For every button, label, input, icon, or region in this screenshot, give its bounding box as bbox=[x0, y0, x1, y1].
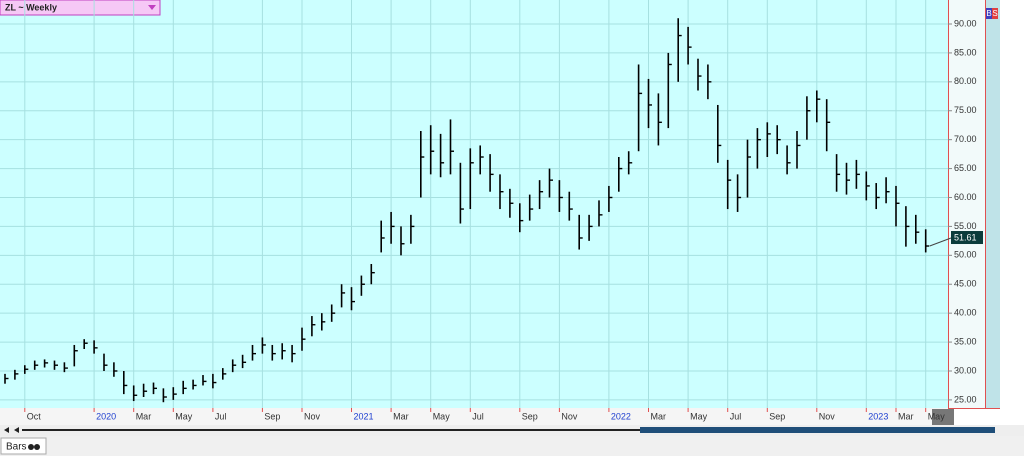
last-price-line bbox=[929, 237, 952, 247]
x-tick-label: May bbox=[928, 411, 946, 421]
x-tick-label: 2022 bbox=[611, 411, 631, 421]
margin bbox=[1000, 0, 1024, 408]
tab-strip bbox=[0, 436, 1024, 456]
y-tick-label: 55.00 bbox=[954, 221, 977, 231]
y-tick-label: 45.00 bbox=[954, 279, 977, 289]
dropdown-arrow[interactable] bbox=[148, 5, 156, 10]
x-tick-label: May bbox=[175, 411, 193, 421]
y-tick-label: 60.00 bbox=[954, 192, 977, 202]
x-tick-label: Sep bbox=[522, 411, 538, 421]
x-tick-label: 2020 bbox=[96, 411, 116, 421]
y-tick-label: 35.00 bbox=[954, 336, 977, 346]
x-tick-label: May bbox=[690, 411, 708, 421]
buy-label: B bbox=[986, 9, 991, 18]
x-tick-label: Mar bbox=[898, 411, 914, 421]
x-tick-label: Jul bbox=[730, 411, 742, 421]
x-tick-label: Nov bbox=[561, 411, 578, 421]
x-tick-label: Sep bbox=[769, 411, 785, 421]
tab-icon bbox=[28, 444, 34, 450]
x-axis-area bbox=[0, 408, 948, 425]
side-panel bbox=[985, 0, 1000, 408]
buy-button[interactable] bbox=[986, 8, 992, 19]
tab-icon bbox=[34, 444, 40, 450]
sell-label: S bbox=[992, 9, 997, 18]
y-tick-label: 80.00 bbox=[954, 76, 977, 86]
y-tick-label: 65.00 bbox=[954, 163, 977, 173]
x-tick-label: May bbox=[433, 411, 451, 421]
last-price-label: 51.61 bbox=[954, 232, 977, 242]
scroll-thumb[interactable] bbox=[640, 427, 995, 433]
sell-button[interactable] bbox=[992, 8, 998, 19]
y-tick-label: 50.00 bbox=[954, 250, 977, 260]
y-tick-label: 70.00 bbox=[954, 134, 977, 144]
last-price-box bbox=[951, 231, 983, 245]
x-tick-label: Mar bbox=[393, 411, 409, 421]
y-tick-label: 75.00 bbox=[954, 105, 977, 115]
tab-label: Bars bbox=[6, 442, 27, 453]
x-tick-label: 2021 bbox=[354, 411, 374, 421]
scroll-arrows[interactable] bbox=[4, 427, 19, 433]
chart-title: ZL ~ Weekly bbox=[5, 2, 57, 12]
x-tick-label: Nov bbox=[304, 411, 321, 421]
x-tick-label: Sep bbox=[264, 411, 280, 421]
y-tick-label: 90.00 bbox=[954, 18, 977, 28]
y-tick-label: 30.00 bbox=[954, 365, 977, 375]
x-tick-label: Mar bbox=[136, 411, 152, 421]
x-tick-label: Jul bbox=[472, 411, 484, 421]
x-axis-current bbox=[932, 409, 954, 425]
x-tick-label: Mar bbox=[651, 411, 667, 421]
tab[interactable] bbox=[0, 437, 47, 455]
x-tick-label: Nov bbox=[819, 411, 836, 421]
x-tick-label: Oct bbox=[27, 411, 42, 421]
y-tick-label: 85.00 bbox=[954, 47, 977, 57]
x-tick-label: 2023 bbox=[868, 411, 888, 421]
y-axis-area bbox=[948, 0, 985, 408]
y-tick-label: 40.00 bbox=[954, 308, 977, 318]
x-tick-label: Jul bbox=[215, 411, 227, 421]
symbol-box[interactable] bbox=[0, 0, 161, 16]
y-tick-label: 25.00 bbox=[954, 394, 977, 404]
plot-area bbox=[0, 0, 948, 408]
